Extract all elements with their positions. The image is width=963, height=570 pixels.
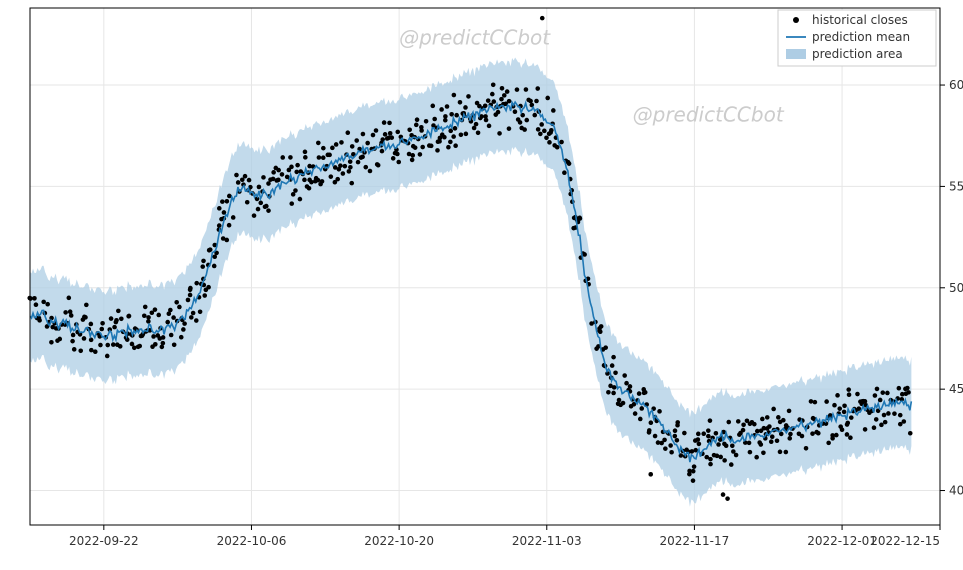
x-tick-label: 2022-12-15 xyxy=(870,534,940,548)
watermark: @predictCCbot xyxy=(399,25,551,49)
y-tick-label: 50 xyxy=(949,281,963,295)
legend-label: historical closes xyxy=(812,13,908,27)
x-tick-label: 2022-11-03 xyxy=(512,534,582,548)
y-tick-label: 45 xyxy=(949,382,963,396)
y-tick-label: 55 xyxy=(949,179,963,193)
chart-svg: @predictCCbot @predictCCbot 40 45 50 55 60 2022… xyxy=(0,0,963,570)
legend-label: prediction area xyxy=(812,47,903,61)
legend: historical closes prediction mean predicti… xyxy=(778,10,936,66)
x-tick-label: 2022-11-17 xyxy=(660,534,730,548)
watermark: @predictCCbot xyxy=(633,103,785,127)
x-tick-label: 2022-10-20 xyxy=(364,534,434,548)
legend-label: prediction mean xyxy=(812,30,910,44)
y-tick-label: 40 xyxy=(949,484,963,498)
chart-container: @predictCCbot @predictCCbot 40 45 50 55 60 2022… xyxy=(0,0,963,570)
y-tick-label: 60 xyxy=(949,78,963,92)
x-tick-label: 2022-12-01 xyxy=(807,534,877,548)
x-tick-label: 2022-10-06 xyxy=(217,534,287,548)
x-tick-label: 2022-09-22 xyxy=(69,534,139,548)
